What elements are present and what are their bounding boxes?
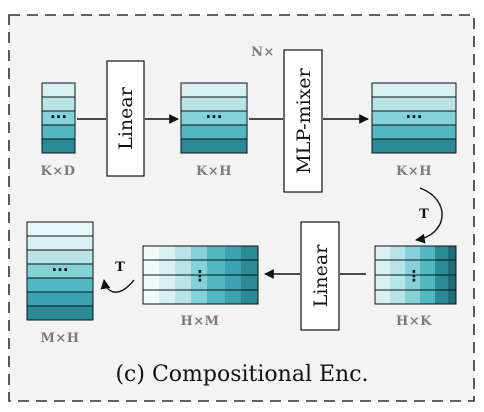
mlp-repeat-label: N× [251, 45, 275, 60]
tensor-output: ··· [26, 221, 94, 321]
tensor-after-linear: ··· [180, 82, 248, 154]
linear-label-2: Linear [310, 244, 332, 308]
dim-label-after-linear: K×H [196, 164, 232, 179]
tensor-transposed: ⋮ [374, 245, 457, 305]
dim-label-input: K×D [41, 164, 76, 179]
figure-caption: (c) Compositional Enc. [115, 362, 368, 387]
dim-label-output: M×H [40, 331, 79, 346]
dim-label-transposed: H×K [396, 314, 432, 329]
transpose-label-2: T [115, 260, 125, 275]
transpose-label-1: T [419, 207, 429, 222]
dim-label-after-linear-2: H×M [180, 314, 219, 329]
ellipsis-input: ··· [50, 108, 67, 126]
linear-block-1: Linear [106, 60, 145, 177]
dim-label-after-mixer: K×H [396, 164, 432, 179]
transpose-arrow-2 [100, 279, 135, 293]
ellipsis-output: ··· [51, 261, 68, 279]
mlp-mixer-block: MLP-mixer [283, 49, 323, 193]
ellipsis-after-linear: ··· [205, 108, 222, 126]
linear-block-2: Linear [300, 221, 340, 331]
tensor-after-linear-2: ⋮ [142, 245, 259, 305]
ellipsis-after-mixer: ··· [405, 108, 422, 126]
panel-background [8, 14, 475, 402]
tensor-after-mixer: ··· [371, 82, 457, 154]
ellipsis-transposed: ⋮ [407, 267, 422, 285]
ellipsis-after-linear-2: ⋮ [193, 267, 208, 285]
mlp-mixer-label: MLP-mixer [293, 67, 315, 173]
transpose-arrow-1 [415, 187, 443, 244]
tensor-input: ··· [41, 82, 76, 154]
linear-label-1: Linear [115, 86, 137, 150]
